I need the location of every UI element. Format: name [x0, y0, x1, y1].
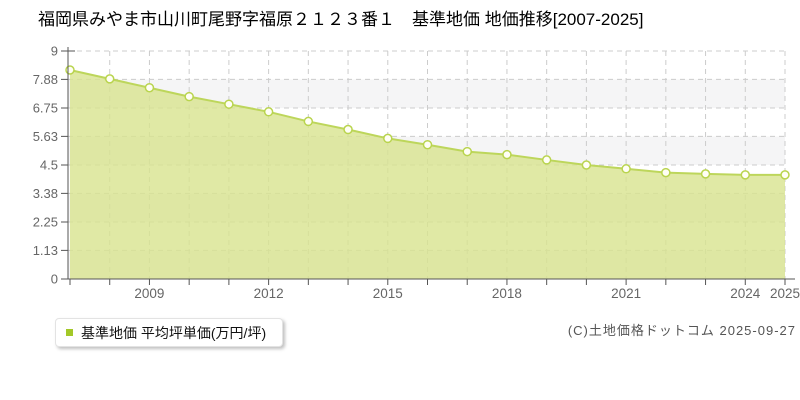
page-title: 福岡県みやま市山川町尾野字福原２１２３番１ 基準地価 地価推移[2007-202… [38, 10, 644, 29]
svg-text:4.5: 4.5 [40, 158, 58, 173]
legend-marker-icon [66, 329, 73, 336]
svg-text:2009: 2009 [134, 286, 164, 301]
svg-text:2015: 2015 [373, 286, 403, 301]
svg-text:2021: 2021 [611, 286, 641, 301]
legend: 基準地価 平均坪単価(万円/坪) [55, 318, 284, 347]
svg-text:1.13: 1.13 [33, 243, 58, 258]
svg-text:2012: 2012 [254, 286, 284, 301]
land-price-area-chart: 0 1.13 2.25 3.38 4.5 5.63 6.75 7.88 9 2009 2012 201… [33, 44, 800, 302]
svg-text:2.25: 2.25 [33, 215, 58, 230]
legend-label: 基準地価 平均坪単価(万円/坪) [81, 324, 267, 341]
svg-text:2024: 2024 [730, 286, 761, 301]
svg-text:6.75: 6.75 [33, 101, 58, 116]
svg-text:9: 9 [51, 44, 58, 59]
svg-text:3.38: 3.38 [33, 186, 58, 201]
copyright-text: (C)土地価格ドットコム 2025-09-27 [567, 323, 796, 338]
svg-text:7.88: 7.88 [33, 72, 58, 87]
svg-text:2025: 2025 [770, 286, 800, 301]
svg-text:2018: 2018 [492, 286, 522, 301]
svg-text:5.63: 5.63 [33, 129, 58, 144]
svg-text:0: 0 [51, 272, 58, 287]
